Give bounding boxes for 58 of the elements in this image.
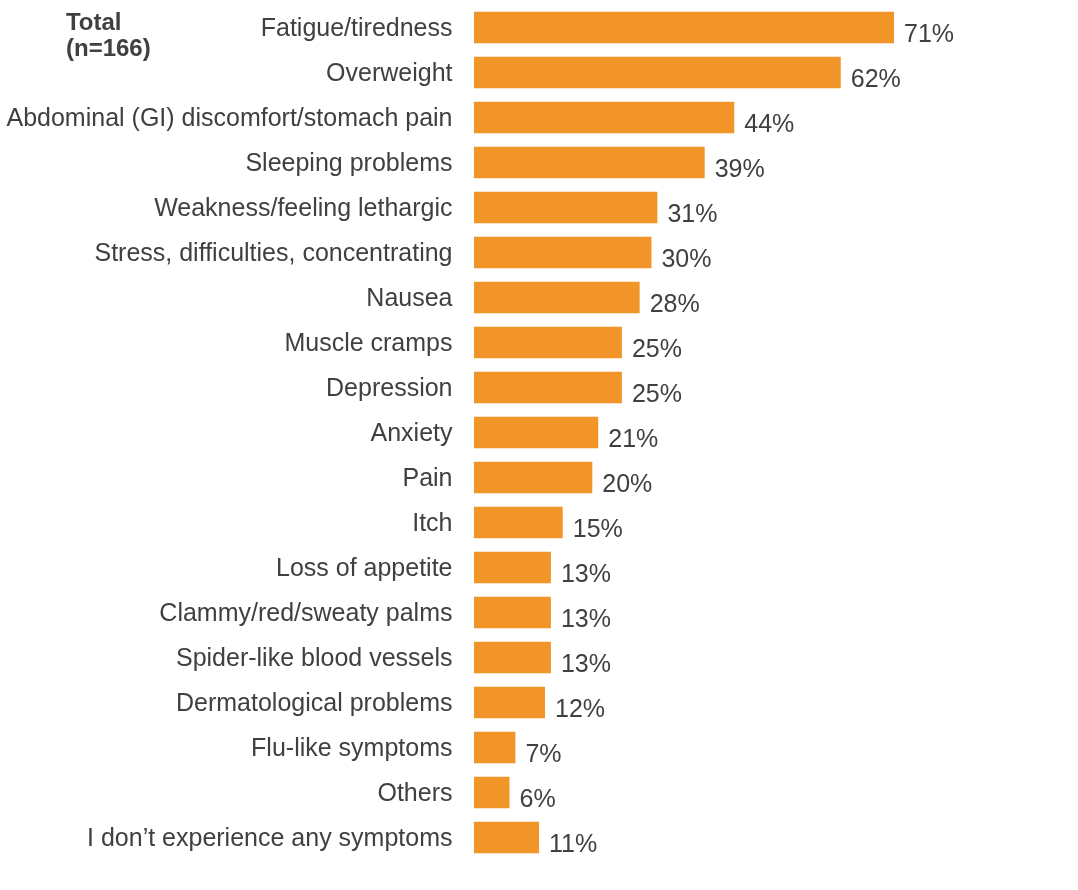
y-tick-label: Pain	[402, 462, 453, 491]
bar	[474, 281, 640, 314]
bar	[474, 56, 841, 89]
bar	[474, 641, 551, 674]
bar	[474, 686, 545, 719]
data-label: 25%	[631, 378, 682, 407]
y-tick-label: Abdominal (GI) discomfort/stomach pain	[6, 102, 453, 131]
data-label: 13%	[560, 558, 611, 587]
data-label: 20%	[602, 468, 653, 497]
bar	[474, 821, 540, 854]
data-label: 39%	[714, 153, 765, 182]
data-label: 25%	[631, 333, 682, 362]
data-label: 12%	[554, 693, 606, 722]
bar	[474, 461, 593, 494]
y-tick-label: Nausea	[366, 282, 453, 311]
y-tick-label: Sleeping problems	[245, 147, 453, 176]
bar	[474, 371, 622, 404]
y-tick-label: Flu-like symptoms	[251, 732, 453, 761]
data-label: 6%	[519, 783, 556, 812]
bar	[474, 776, 510, 809]
data-label: 21%	[608, 423, 659, 452]
y-tick-label: Spider-like blood vessels	[175, 642, 453, 671]
y-tick-label: Stress, difficulties, concentrating	[94, 237, 453, 266]
y-tick-label: Clammy/red/sweaty palms	[159, 597, 453, 626]
y-tick-label: Overweight	[326, 57, 453, 86]
data-label: 62%	[850, 63, 901, 92]
y-tick-label: Weakness/feeling lethargic	[154, 192, 453, 221]
data-label: 11%	[549, 828, 598, 857]
y-tick-label: Depression	[326, 372, 453, 401]
data-label: 28%	[649, 288, 700, 317]
bar	[474, 11, 894, 44]
y-tick-label: Loss of appetite	[275, 552, 453, 581]
bar	[474, 191, 658, 224]
y-tick-label: I don’t experience any symptoms	[87, 822, 453, 851]
y-tick-label: Others	[377, 777, 453, 806]
y-tick-label: Itch	[412, 507, 453, 536]
bar	[474, 416, 599, 449]
y-tick-label: Dermatological problems	[175, 687, 453, 716]
data-label: 13%	[560, 603, 611, 632]
text: Total (n=166)	[65, 8, 151, 61]
bar	[474, 326, 622, 359]
data-label: 31%	[667, 198, 718, 227]
data-label: 30%	[661, 243, 712, 272]
bar	[474, 236, 652, 269]
bar	[474, 101, 735, 134]
data-label: 71%	[904, 18, 955, 47]
y-tick-label: Fatigue/tiredness	[260, 12, 453, 41]
data-label: 44%	[744, 108, 795, 137]
y-tick-label: Muscle cramps	[284, 327, 453, 356]
bar	[474, 146, 705, 179]
bar	[474, 551, 551, 584]
data-label: 13%	[560, 648, 611, 677]
data-label: 7%	[525, 738, 562, 767]
bar	[474, 731, 516, 764]
y-tick-label: Anxiety	[370, 417, 453, 446]
bar	[474, 506, 563, 539]
data-label: 15%	[572, 513, 623, 542]
bar	[474, 596, 551, 629]
